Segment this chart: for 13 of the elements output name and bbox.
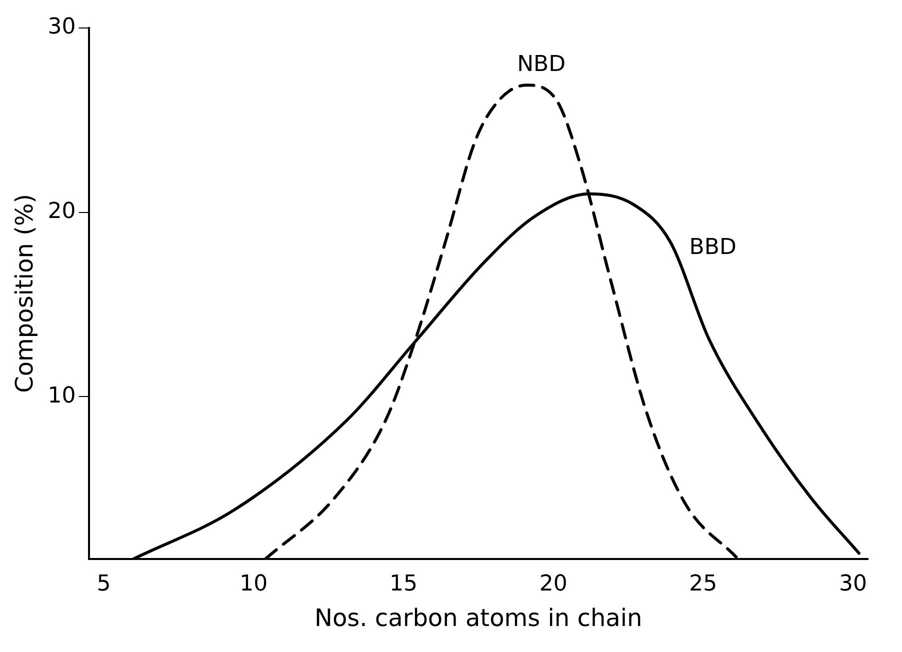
x-tick-label: 5	[96, 572, 111, 597]
series-label: NBD	[517, 52, 566, 78]
x-tick-label: 20	[539, 572, 568, 597]
y-axis-title: Composition (%)	[10, 194, 39, 393]
x-tick-label: 10	[240, 572, 268, 597]
y-tick-label: 10	[48, 383, 76, 408]
x-tick-label: 30	[839, 572, 868, 597]
y-tick-label: 20	[48, 199, 76, 224]
x-tick-label: 25	[689, 572, 718, 597]
series-label: BBD	[689, 234, 736, 260]
x-tick-label: 15	[389, 572, 418, 597]
x-axis-title: Nos. carbon atoms in chain	[314, 604, 642, 632]
y-tick-label: 30	[48, 14, 76, 40]
